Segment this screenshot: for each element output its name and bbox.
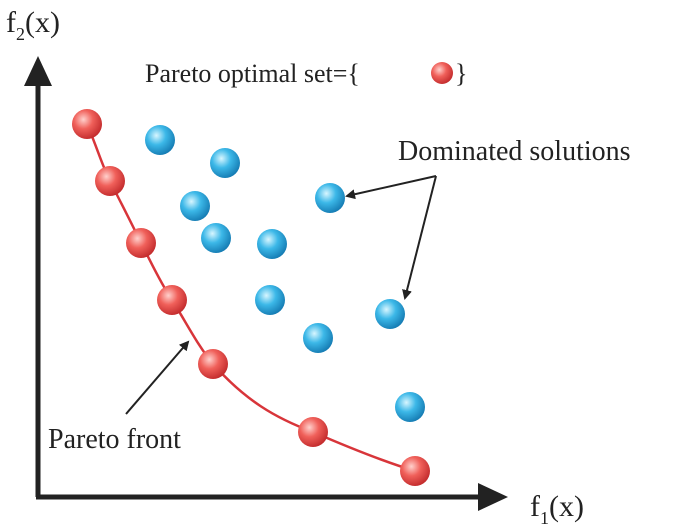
- dominated-points: [145, 125, 425, 422]
- front-arrow: [125, 340, 190, 415]
- legend-prefix: Pareto optimal set={: [145, 59, 360, 88]
- axes: [24, 56, 508, 511]
- dominated-arrows: [345, 175, 437, 300]
- pareto-points: [72, 109, 430, 486]
- x-axis-label: f1(x): [530, 490, 584, 528]
- dominated-label: Dominated solutions: [398, 136, 631, 167]
- legend-marker: [431, 62, 453, 84]
- legend-suffix: }: [455, 59, 467, 88]
- front-label: Pareto front: [48, 424, 181, 455]
- y-axis-label: f2(x): [6, 6, 60, 44]
- pareto-curve: [85, 123, 416, 473]
